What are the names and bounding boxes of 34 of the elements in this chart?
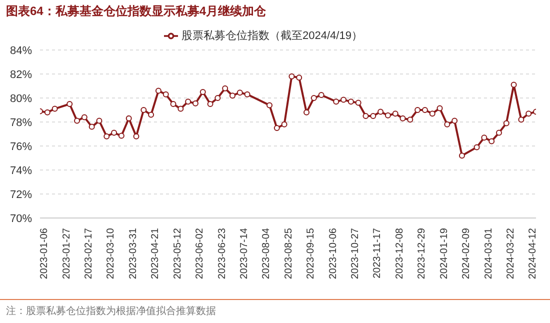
x-tick-label: 2023-01-27 <box>61 228 72 280</box>
y-tick-label: 70% <box>10 212 32 225</box>
y-tick-label: 80% <box>10 92 32 105</box>
chart-title: 图表64：私募基金仓位指数显示私募4月继续加仓 <box>6 3 266 20</box>
x-tick-label: 2023-04-21 <box>150 228 162 280</box>
y-tick-label: 78% <box>10 116 32 129</box>
x-tick-label: 2024-04-12 <box>528 228 539 280</box>
x-tick-label: 2023-06-23 <box>216 228 228 280</box>
x-tick-label: 2023-12-08 <box>394 228 406 280</box>
x-tick-label: 2023-02-17 <box>84 228 95 280</box>
x-tick-label: 2023-01-06 <box>39 228 50 280</box>
x-tick-label: 2023-12-29 <box>416 228 428 280</box>
x-tick-label: 2023-10-27 <box>350 228 362 280</box>
x-tick-label: 2024-03-01 <box>483 228 494 280</box>
x-tick-label: 2023-09-15 <box>306 228 317 280</box>
y-tick-label: 76% <box>10 140 32 153</box>
x-tick-label: 2024-02-09 <box>461 228 472 280</box>
x-tick-label: 2023-07-14 <box>238 228 250 280</box>
text: 注：股票私募仓位指数为根据净值拟合推算数据 <box>6 304 216 318</box>
x-tick-label: 2023-11-17 <box>372 228 384 278</box>
x-tick-label: 2023-03-10 <box>106 228 117 280</box>
x-tick-label: 2023-10-06 <box>328 228 339 280</box>
x-tick-label: 2023-05-12 <box>172 228 184 280</box>
y-tick-label: 72% <box>10 188 32 201</box>
legend-label: 股票私募仓位指数（截至2024/4/19） <box>182 30 362 42</box>
x-tick-label: 2024-03-22 <box>505 228 516 280</box>
x-tick-label: 2023-06-02 <box>194 228 206 280</box>
x-tick-label: 2023-08-25 <box>283 228 294 280</box>
x-tick-label: 2023-08-04 <box>261 228 272 280</box>
y-tick-label: 74% <box>10 164 32 177</box>
x-tick-label: 2024-01-19 <box>438 228 450 280</box>
x-tick-label: 2023-03-31 <box>128 228 139 280</box>
y-tick-label: 82% <box>10 68 32 81</box>
y-tick-label: 84% <box>10 44 32 57</box>
